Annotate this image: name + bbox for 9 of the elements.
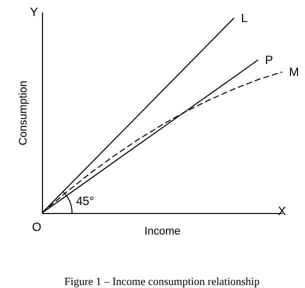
x-axis-title: Income: [144, 226, 181, 238]
annotation: 45°: [76, 194, 94, 208]
y-axis-title: Consumption: [18, 80, 30, 146]
text: Figure 1 – Income consumption relationship: [64, 276, 260, 288]
text: Y: [30, 5, 38, 19]
series-label: L: [241, 11, 248, 25]
series-label: M: [289, 65, 299, 80]
text: O: [32, 220, 42, 234]
series-label: P: [265, 52, 274, 67]
